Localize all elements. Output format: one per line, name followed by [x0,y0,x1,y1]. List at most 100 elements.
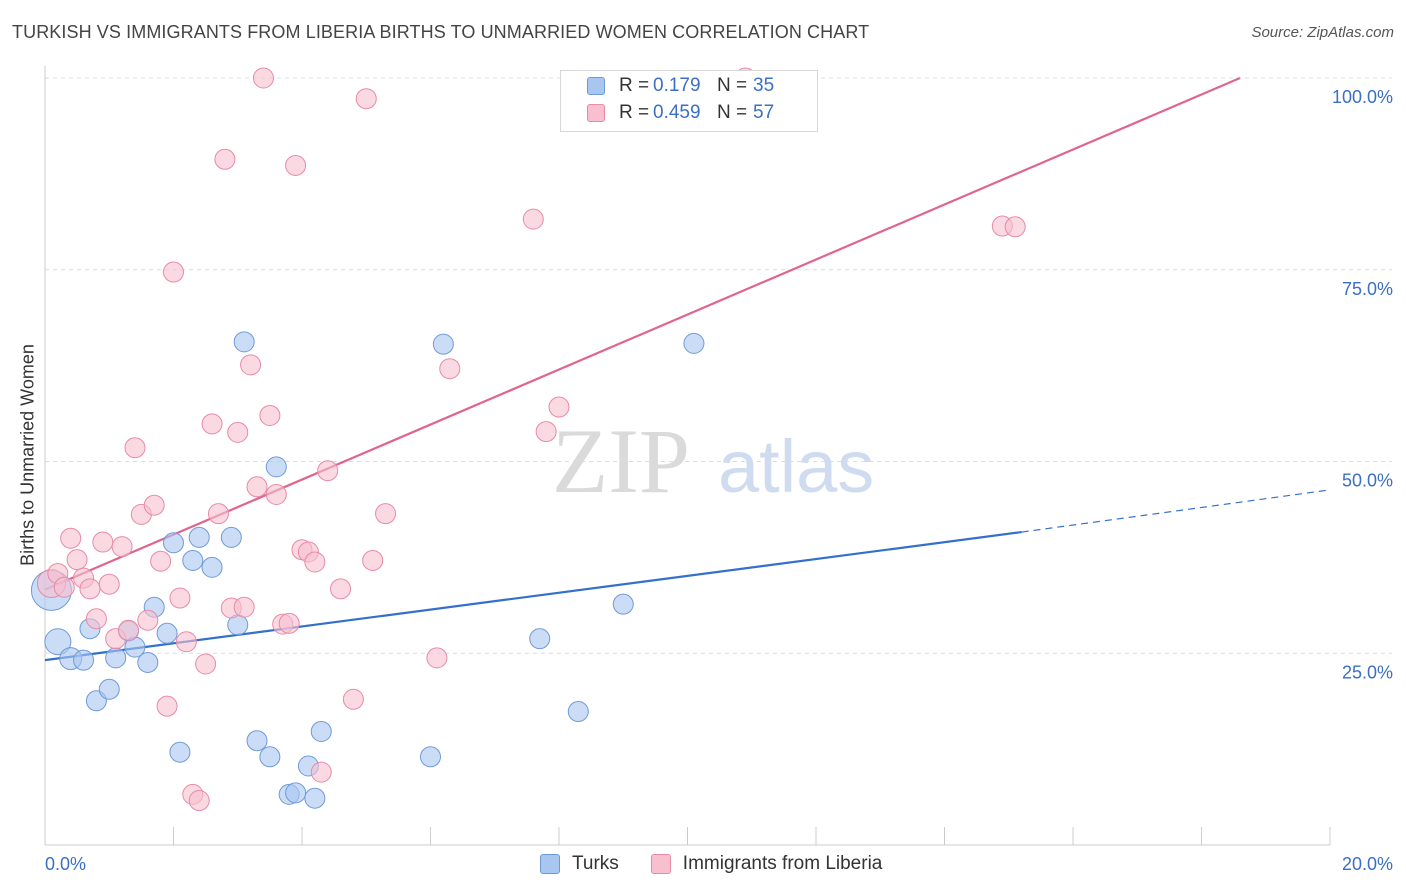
turks-point [169,741,191,763]
r-label: R = [619,75,650,96]
turks-point [220,526,242,548]
liberia-point [246,476,268,498]
liberia-point [362,549,384,571]
turks-swatch [540,854,560,874]
liberia-swatch [650,854,671,874]
n-value: 57 [753,102,775,123]
liberia-point [143,494,165,516]
chart-title: TURKISH VS IMMIGRANTS FROM LIBERIA BIRTH… [12,22,870,42]
liberia-point [548,396,570,418]
turks-point [137,651,159,673]
liberia-point [330,578,352,600]
turks-point [259,746,281,768]
y-tick-label: 100.0% [1332,87,1393,107]
liberia-point [207,503,229,525]
liberia-point [85,608,107,630]
liberia-point [98,573,120,595]
liberia-point [188,790,210,812]
liberia-point [156,695,178,717]
y-tick-label: 75.0% [1342,279,1393,299]
turks-point [432,333,454,355]
turks-point [420,746,441,768]
liberia-point [163,261,184,283]
liberia-point [355,88,377,110]
turks-point [246,730,268,752]
liberia-point [375,503,397,525]
turks-point [188,526,210,548]
liberia-point [259,404,281,426]
liberia-point [304,551,326,573]
legend-item-turks[interactable]: Turks [540,853,619,875]
turks-point [310,720,332,742]
liberia-point [111,536,133,558]
liberia-point [175,631,197,653]
turks-point [304,787,326,809]
trend-lines [44,76,1331,662]
liberia-point [252,67,274,89]
turks-point [567,701,589,723]
liberia-point [310,761,332,783]
r-value: 0.179 [653,75,701,96]
chart-source: Source: ZipAtlas.com [1251,24,1394,41]
n-label: N = [717,75,748,96]
turks-trend-extension [1021,489,1331,533]
turks-point [683,332,705,354]
watermark-zip: ZIP [552,410,690,512]
legend-label-liberia: Immigrants from Liberia [682,853,883,874]
liberia-point [1004,216,1026,238]
y-tick-label: 50.0% [1342,471,1393,491]
liberia-point [53,576,75,598]
liberia-swatch [587,104,605,122]
legend-item-liberia[interactable]: Immigrants from Liberia [650,853,883,875]
r-value: 0.459 [653,102,701,123]
liberia-point [60,527,82,549]
liberia-point [227,421,249,443]
turks-point [529,628,551,650]
liberia-point [233,596,255,618]
liberia-point [79,578,101,600]
n-label: N = [717,102,748,123]
liberia-point [317,460,339,482]
turks-point [163,532,184,554]
turks-point [73,649,95,671]
x-tick-label: 20.0% [1342,854,1393,874]
liberia-point [240,354,262,376]
series-legend: Turks Immigrants from Liberia [540,853,914,875]
turks-point [156,622,178,644]
liberia-point [535,421,557,443]
liberia-point [285,154,307,176]
turks-point [98,678,120,700]
watermark-atlas: atlas [718,425,874,508]
liberia-point [265,483,287,505]
turks-point [182,549,204,571]
liberia-point [439,358,461,380]
liberia-trend-line [44,76,1241,591]
turks-point [44,628,72,656]
turks-swatch [587,77,605,95]
liberia-point [278,612,300,634]
stats-legend: R = 0.179 N = 35 R = 0.459 N = 57 [560,70,818,132]
x-tick-label: 0.0% [45,854,86,874]
turks-point [265,456,287,478]
n-value: 35 [753,75,775,96]
liberia-point [195,653,217,675]
turks-point [105,647,127,669]
liberia-point [169,587,191,609]
axes [44,66,1331,846]
liberia-point [426,647,448,669]
turks-point [201,556,223,578]
r-label: R = [619,102,650,123]
liberia-point [214,148,236,170]
turks-point [612,593,634,615]
y-tick-label: 25.0% [1342,662,1393,682]
legend-label-turks: Turks [572,853,619,874]
liberia-point [124,437,146,459]
legend-row-turks: R = 0.179 N = 35 [587,74,774,98]
liberia-point [342,688,364,710]
liberia-point [118,619,140,641]
turks-point [233,331,255,353]
liberia-point [522,208,544,230]
liberia-point [137,609,159,631]
liberia-point [201,413,223,435]
